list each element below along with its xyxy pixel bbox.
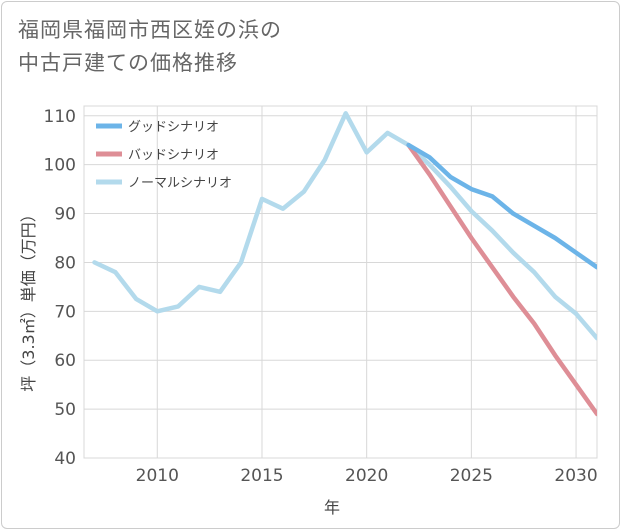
y-axis-title: 坪（3.3㎡）単価（万円） (19, 206, 38, 391)
y-tick-label: 90 (54, 205, 76, 225)
series-line-2 (92, 111, 597, 341)
y-tick-label: 60 (54, 351, 76, 371)
chart-title: 福岡県福岡市西区姪の浜の 中古戸建ての価格推移 (18, 14, 282, 80)
y-tick-label: 40 (54, 449, 76, 469)
x-tick-label: 2020 (345, 466, 388, 486)
y-tick-label: 100 (44, 156, 76, 176)
x-tick-label: 2015 (240, 466, 283, 486)
series-line-1 (406, 142, 597, 417)
legend-label-2: ノーマルシナリオ (128, 176, 232, 191)
series-lines (92, 111, 597, 417)
x-tick-label: 2025 (450, 466, 493, 486)
chart-title-line1: 福岡県福岡市西区姪の浜の (18, 18, 282, 42)
x-axis-title: 年 (324, 498, 340, 517)
series-line-0 (406, 142, 597, 270)
y-tick-label: 80 (54, 253, 76, 273)
y-tick-label: 70 (54, 302, 76, 322)
legend-label-1: バッドシナリオ (128, 148, 219, 163)
tick-labels: 40 50 60 70 80 90 100 110 2010 2015 2020 2025 2030 (44, 107, 598, 486)
y-tick-label: 50 (54, 400, 76, 420)
x-tick-label: 2010 (136, 466, 179, 486)
chart-title-line2: 中古戸建ての価格推移 (18, 51, 238, 75)
y-tick-label: 110 (44, 107, 76, 127)
legend-label-0: グッドシナリオ (128, 120, 219, 135)
x-tick-label: 2030 (554, 466, 597, 486)
